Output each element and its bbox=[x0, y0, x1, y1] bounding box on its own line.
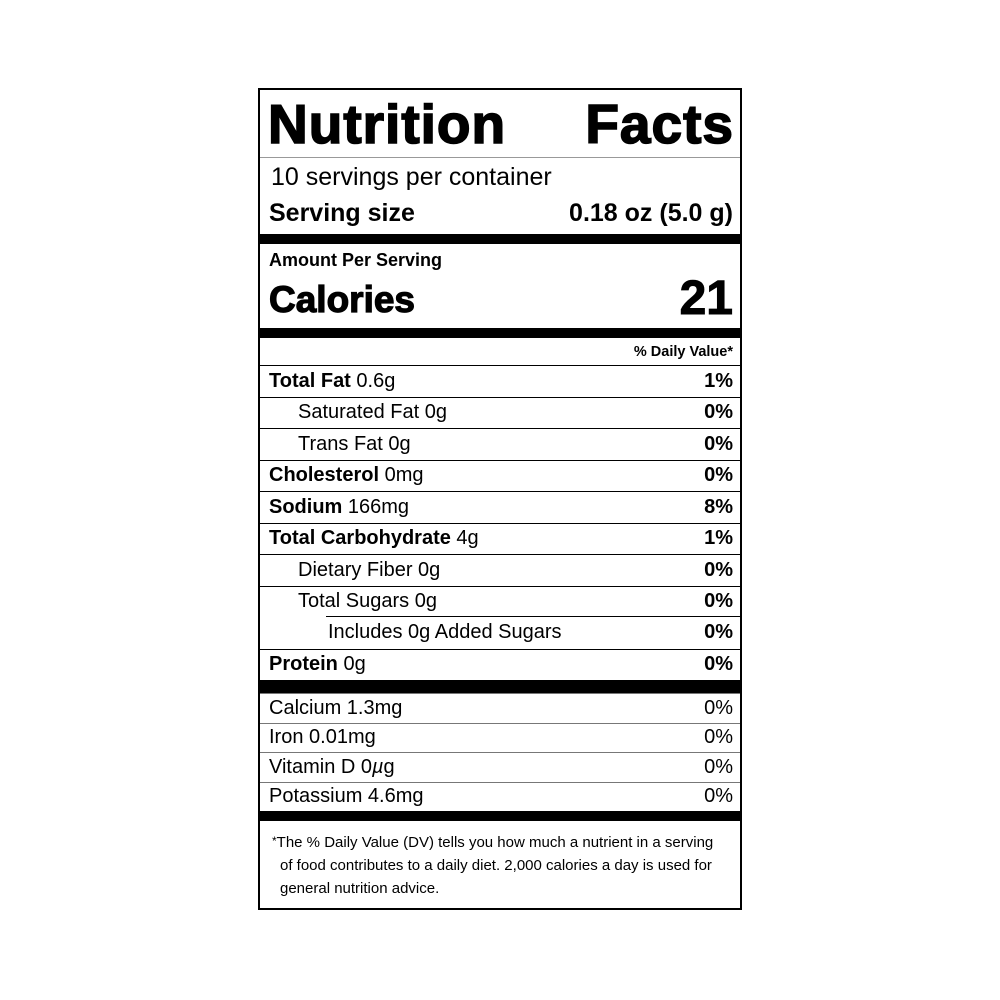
dietary-fiber-dv: 0% bbox=[704, 558, 733, 581]
sodium-dv: 8% bbox=[704, 495, 733, 518]
servings-per-container: 10 servings per container bbox=[271, 163, 552, 191]
title-word-nutrition: Nutrition bbox=[267, 93, 507, 155]
title-word-facts: Facts bbox=[585, 93, 734, 155]
nutrient-row-total-sugars: Total Sugars 0g 0% bbox=[260, 585, 740, 618]
nutrient-row-sodium: Sodium 166mg 8% bbox=[260, 491, 740, 523]
amount-per-serving-label: Amount Per Serving bbox=[269, 250, 443, 270]
mineral-row-iron: Iron 0.01mg 0% bbox=[260, 722, 740, 753]
added-sugars-dv: 0% bbox=[704, 621, 733, 644]
cholesterol-dv: 0% bbox=[704, 464, 733, 487]
label-title: Nutrition Facts bbox=[267, 93, 734, 155]
mineral-row-vitamin-d: Vitamin D 0µg 0% bbox=[260, 752, 740, 782]
saturated-fat-dv: 0% bbox=[704, 401, 733, 424]
total-carbohydrate-dv: 1% bbox=[704, 527, 733, 550]
nutrient-row-saturated-fat: Saturated Fat 0g 0% bbox=[260, 396, 740, 429]
daily-value-header: % Daily Value* bbox=[633, 344, 733, 360]
calories-label: Calories bbox=[268, 278, 416, 320]
total-sugars-dv: 0% bbox=[704, 590, 733, 613]
serving-size-label: Serving size bbox=[269, 199, 415, 227]
calories-value: 21 bbox=[679, 272, 733, 325]
footnote-asterisk: * bbox=[272, 834, 277, 848]
serving-size-row: Serving size 0.18 oz (5.0 g) bbox=[260, 196, 740, 230]
nutrient-row-total-fat: Total Fat 0.6g 1% bbox=[260, 365, 740, 397]
mu-symbol: µ bbox=[372, 755, 384, 778]
title-divider bbox=[260, 157, 740, 158]
mineral-row-calcium: Calcium 1.3mg 0% bbox=[260, 693, 740, 723]
vitamin-d-dv: 0% bbox=[704, 755, 733, 778]
nutrient-row-protein: Protein 0g 0% bbox=[260, 648, 740, 681]
footnote-text: The % Daily Value (DV) tells you how muc… bbox=[276, 834, 714, 897]
indented-divider bbox=[326, 616, 740, 617]
mineral-row-potassium: Potassium 4.6mg 0% bbox=[260, 781, 740, 812]
potassium-dv: 0% bbox=[704, 785, 733, 808]
serving-size-value: 0.18 oz (5.0 g) bbox=[569, 199, 733, 227]
nutrient-row-total-carbohydrate: Total Carbohydrate 4g 1% bbox=[260, 522, 740, 555]
protein-dv: 0% bbox=[704, 653, 733, 676]
daily-value-footnote: *The % Daily Value (DV) tells you how mu… bbox=[260, 821, 740, 900]
nutrient-row-added-sugars: Includes 0g Added Sugars 0% bbox=[260, 616, 740, 649]
thick-divider-top bbox=[260, 234, 740, 244]
trans-fat-dv: 0% bbox=[704, 432, 733, 455]
thick-divider-calories bbox=[260, 328, 740, 338]
calcium-dv: 0% bbox=[704, 696, 733, 719]
nutrient-row-dietary-fiber: Dietary Fiber 0g 0% bbox=[260, 554, 740, 586]
thick-divider-protein bbox=[260, 680, 740, 693]
iron-dv: 0% bbox=[704, 726, 733, 749]
calories-row: Calories 21 bbox=[260, 272, 740, 324]
nutrient-row-trans-fat: Trans Fat 0g 0% bbox=[260, 428, 740, 460]
nutrient-row-cholesterol: Cholesterol 0mg 0% bbox=[260, 459, 740, 492]
thick-divider-bottom bbox=[260, 811, 740, 821]
total-fat-dv: 1% bbox=[704, 369, 733, 392]
nutrition-facts-label: Nutrition Facts 10 servings per containe… bbox=[258, 88, 742, 910]
